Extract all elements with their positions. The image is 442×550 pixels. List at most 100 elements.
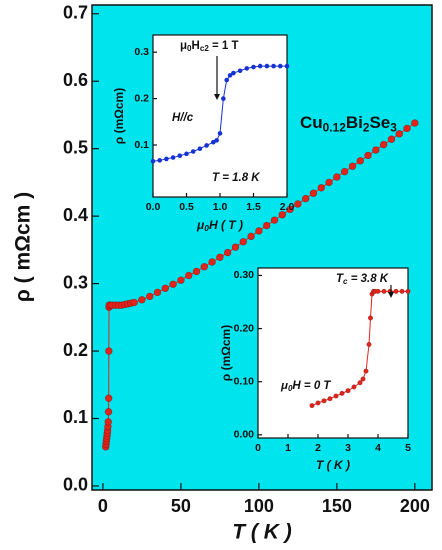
- data-point: [357, 380, 363, 386]
- data-point: [231, 243, 240, 251]
- x-tick-label: 1: [285, 442, 291, 454]
- data-point: [211, 139, 216, 145]
- data-point: [216, 253, 224, 261]
- data-point: [197, 146, 203, 152]
- x-tick-label: 0: [255, 442, 261, 454]
- data-point: [200, 263, 208, 271]
- data-point: [153, 288, 162, 297]
- y-tick-label: 0.5: [63, 137, 88, 157]
- data-point: [223, 248, 232, 257]
- data-point: [393, 288, 399, 294]
- data-point: [381, 288, 387, 294]
- data-point: [395, 130, 403, 138]
- y-tick-label: 0.4: [63, 205, 88, 225]
- x-tick-label: 1.0: [213, 201, 228, 213]
- data-point: [333, 393, 339, 399]
- data-point: [184, 271, 193, 280]
- data-point: [104, 418, 112, 426]
- data-point: [224, 77, 229, 83]
- annotation: μ0H = 0 T: [280, 380, 331, 393]
- y-axis-label: ρ (mΩcm): [219, 325, 233, 381]
- data-point: [170, 155, 176, 160]
- data-point: [286, 205, 294, 214]
- annotation-part: μ: [180, 40, 187, 52]
- data-point: [208, 258, 216, 266]
- data-point: [309, 403, 315, 409]
- y-tick-label: 0.20: [234, 322, 255, 334]
- data-point: [138, 296, 146, 304]
- data-point: [221, 96, 226, 101]
- annotation-part: 2: [363, 120, 370, 134]
- data-point: [161, 284, 170, 293]
- annotation-part: H = 0 T: [292, 380, 331, 392]
- data-point: [294, 200, 302, 208]
- y-tick-label: 0.1: [134, 139, 149, 151]
- y-tick-label: 0.7: [63, 3, 88, 23]
- data-point: [366, 341, 372, 347]
- annotation: Tc = 3.8 K: [336, 273, 389, 286]
- data-point: [403, 124, 411, 133]
- data-point: [387, 135, 396, 143]
- y-tick-label: 0.10: [234, 375, 255, 387]
- data-point: [247, 232, 255, 241]
- annotation: Cu0.12Bi2Se3: [300, 113, 397, 134]
- data-point: [227, 73, 233, 78]
- data-point: [257, 63, 263, 69]
- data-point: [351, 384, 357, 390]
- data-point: [105, 347, 113, 355]
- data-point: [367, 315, 373, 321]
- arrow-head: [388, 292, 394, 298]
- y-axis-label: ρ (mΩcm): [112, 88, 126, 144]
- annotation-part: T: [336, 273, 344, 285]
- data-point: [345, 388, 351, 394]
- data-point: [262, 221, 271, 230]
- annotation-part: = 1 T: [209, 40, 239, 52]
- x-tick-label: 4: [375, 442, 381, 454]
- data-point: [278, 63, 283, 69]
- data-point: [264, 63, 270, 69]
- annotation-part: = 3.8 K: [348, 273, 389, 285]
- y-tick-label: 0.2: [63, 340, 88, 360]
- y-tick-label: 0.00: [234, 429, 255, 441]
- data-point: [270, 216, 279, 224]
- data-point: [164, 156, 169, 162]
- x-axis-label-part: H ( T ): [209, 218, 243, 232]
- annotation-part: μ: [280, 380, 288, 392]
- x-axis-label: μ0H ( T ): [196, 218, 243, 233]
- data-point: [364, 151, 372, 160]
- y-tick-label: 0.2: [134, 92, 149, 104]
- data-point: [301, 194, 310, 203]
- data-point: [104, 408, 113, 416]
- data-point: [150, 158, 156, 164]
- data-point: [169, 280, 177, 288]
- data-point: [192, 267, 201, 276]
- data-point: [411, 119, 419, 127]
- data-point: [255, 227, 263, 235]
- annotation-part: Cu: [300, 113, 323, 132]
- y-tick-label: 0.3: [63, 272, 88, 292]
- data-point: [339, 390, 345, 396]
- y-tick-label: 0.1: [63, 407, 88, 427]
- data-point: [130, 298, 138, 307]
- x-axis-label-part: μ: [196, 218, 205, 232]
- data-point: [177, 276, 185, 284]
- x-axis-label-part: 0: [204, 223, 209, 233]
- data-point: [340, 167, 349, 176]
- plot-area: [257, 267, 409, 439]
- x-tick-label: 5: [405, 442, 411, 454]
- data-point: [157, 158, 162, 163]
- data-point: [363, 368, 369, 374]
- annotation-part: c2: [200, 44, 209, 53]
- data-point: [327, 396, 333, 402]
- data-point: [315, 400, 321, 406]
- data-point: [231, 70, 236, 76]
- data-point: [177, 153, 183, 158]
- annotation-part: 0: [187, 44, 192, 53]
- data-point: [317, 184, 325, 192]
- annotation-part: 3: [390, 120, 397, 134]
- data-point: [184, 151, 189, 157]
- x-tick-label: 200: [400, 496, 430, 516]
- data-point: [356, 157, 364, 165]
- x-tick-label: 0.5: [179, 201, 194, 213]
